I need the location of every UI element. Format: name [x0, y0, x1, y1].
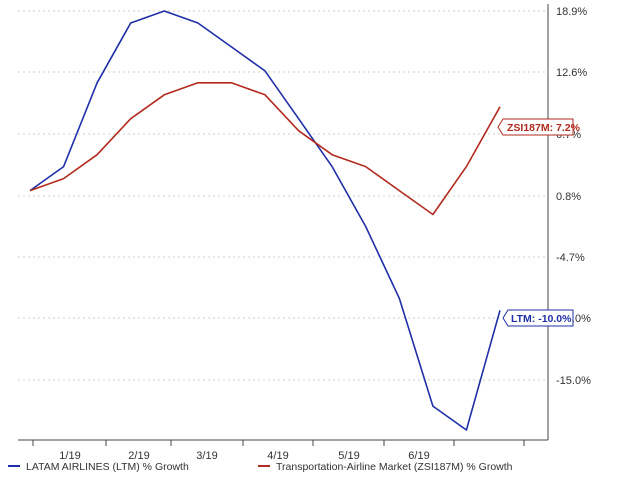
x-tick-label: 1/19 [59, 450, 80, 462]
y-tick-labels: 18.9% 12.6% 6.7% 0.8% -4.7% -10.0% -15.0… [556, 6, 591, 387]
x-tick-label: 5/19 [338, 450, 359, 462]
y-tick-label: 12.6% [556, 67, 587, 79]
y-tick-label: -4.7% [556, 252, 585, 264]
callout-zsi187m-label: ZSI187M: 7.2% [507, 122, 581, 134]
callout-ltm-box [502, 309, 574, 327]
y-tick-label: 18.9% [556, 6, 587, 18]
y-tick-label: 0.8% [556, 191, 581, 203]
series-layer [29, 10, 501, 431]
x-tick-label: 3/19 [196, 450, 217, 462]
legend-label-zsi187m: Transportation-Airline Market (ZSI187M) … [276, 461, 513, 473]
callout-zsi187m: ZSI187M: 7.2% [497, 118, 581, 136]
x-tick-label: 2/19 [128, 450, 149, 462]
x-tick-labels: 1/19 2/19 3/19 4/19 5/19 6/19 [59, 450, 429, 462]
x-axis-ticks [32, 440, 525, 446]
legend: LATAM AIRLINES (LTM) % Growth Transporta… [8, 461, 513, 473]
callout-ltm: LTM: -10.0% [502, 309, 574, 327]
y-tick-label: -15.0% [556, 375, 591, 387]
x-tick-label: 4/19 [267, 450, 288, 462]
series-line-zsi187m [29, 82, 501, 216]
grid-lines [18, 10, 548, 381]
callout-zsi187m-box [497, 118, 574, 136]
series-line-ltm [29, 10, 501, 431]
legend-label-ltm: LATAM AIRLINES (LTM) % Growth [26, 461, 189, 473]
x-tick-label: 6/19 [408, 450, 429, 462]
callout-ltm-label: LTM: -10.0% [511, 313, 572, 325]
